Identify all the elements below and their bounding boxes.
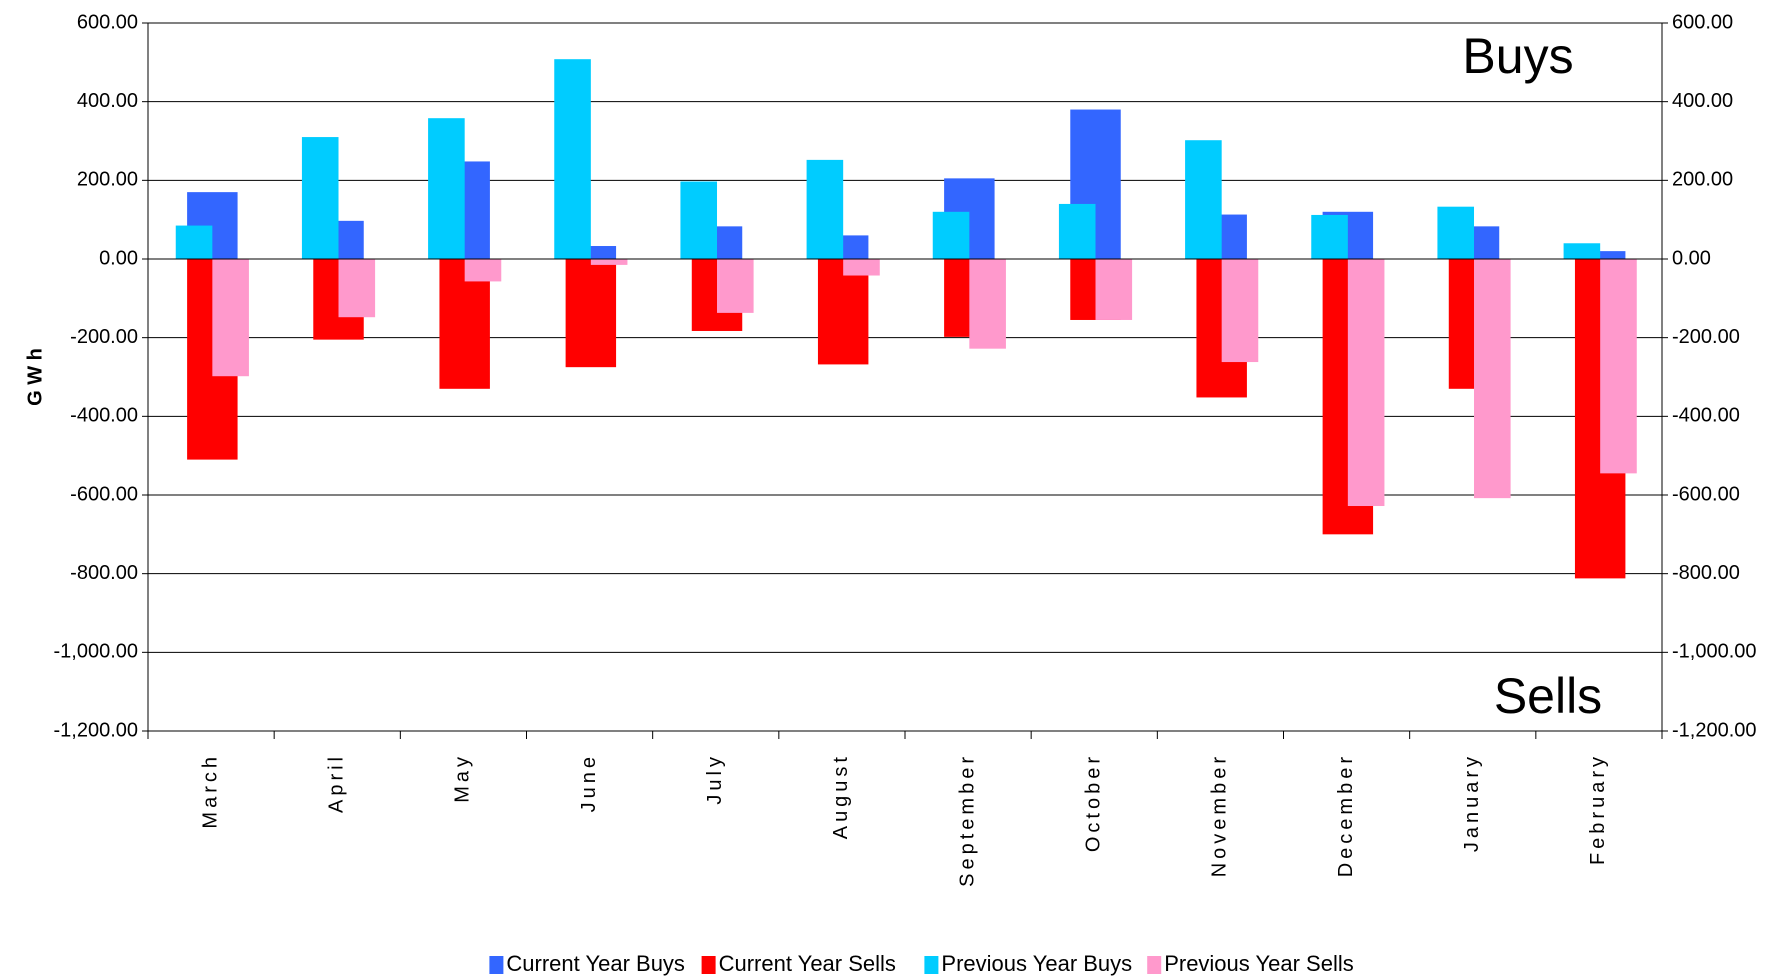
y2-tick-label: -400.00 [1672,405,1740,427]
y-tick-label: -600.00 [70,483,138,505]
legend-swatch [701,956,716,974]
bar [338,259,376,318]
plot-border [147,22,1663,732]
bar [817,259,869,365]
y-tick-label: -1,200.00 [53,719,138,741]
y2-tick-label: 200.00 [1672,169,1733,191]
bar [565,259,617,368]
y-tick-label: -200.00 [70,326,138,348]
y-tick-label: 0.00 [99,247,138,269]
x-tick-label: February [1587,753,1609,865]
y-tick-label: -1,000.00 [53,641,138,663]
bar [175,225,213,259]
y-tick-label: 400.00 [77,90,138,112]
y2-tick-label: 600.00 [1672,11,1733,33]
x-tick-label: May [452,753,474,803]
x-tick-label: March [199,753,221,829]
x-tick-label: November [1209,753,1231,877]
bar [1474,259,1511,499]
bar [428,118,465,259]
bar [1221,259,1259,363]
bar [1095,259,1133,320]
x-tick-label: October [1083,753,1105,852]
x-tick-label: December [1335,753,1357,877]
x-tick-label: April [326,753,348,813]
y2-tick-label: -800.00 [1672,562,1740,584]
legend-label: Current Year Buys [506,951,685,976]
x-tick-label: January [1461,753,1483,852]
bar [554,59,591,259]
x-tick-label: August [830,753,852,839]
bar [1311,214,1348,259]
bar [590,259,628,265]
y2-tick-label: -200.00 [1672,326,1740,348]
bar [1058,203,1096,259]
legend-swatch [1147,956,1162,974]
legend-swatch [924,956,939,974]
y2-tick-label: 0.00 [1672,247,1711,269]
annotation: Buys [1462,28,1573,84]
bar [932,211,970,259]
bar [1347,259,1385,507]
bar [301,137,339,259]
bar [1437,206,1475,259]
annotation: Sells [1494,668,1602,724]
y-tick-label: 200.00 [77,169,138,191]
x-tick-label: July [704,753,726,805]
x-tick-label: September [956,753,978,887]
bar [1600,259,1637,474]
y2-tick-label: -600.00 [1672,483,1740,505]
bar [843,259,880,276]
y2-tick-label: -1,200.00 [1672,719,1757,741]
bar [464,259,502,282]
legend-swatch [489,956,504,974]
y-tick-label: -800.00 [70,562,138,584]
bar [1185,140,1222,259]
y-tick-label: 600.00 [77,11,138,33]
bar [1563,243,1601,259]
y-axis-label: G W h [24,348,46,406]
bar [212,259,249,377]
y2-tick-label: -1,000.00 [1672,641,1757,663]
bar [717,259,754,313]
bar [680,181,718,259]
y2-tick-label: 400.00 [1672,90,1733,112]
legend-label: Previous Year Buys [941,951,1132,976]
x-tick-label: June [578,753,600,812]
legend-label: Current Year Sells [719,951,896,976]
legend-label: Previous Year Sells [1164,951,1354,976]
y-tick-label: -400.00 [70,405,138,427]
bar [969,259,1006,349]
bar [806,159,844,259]
